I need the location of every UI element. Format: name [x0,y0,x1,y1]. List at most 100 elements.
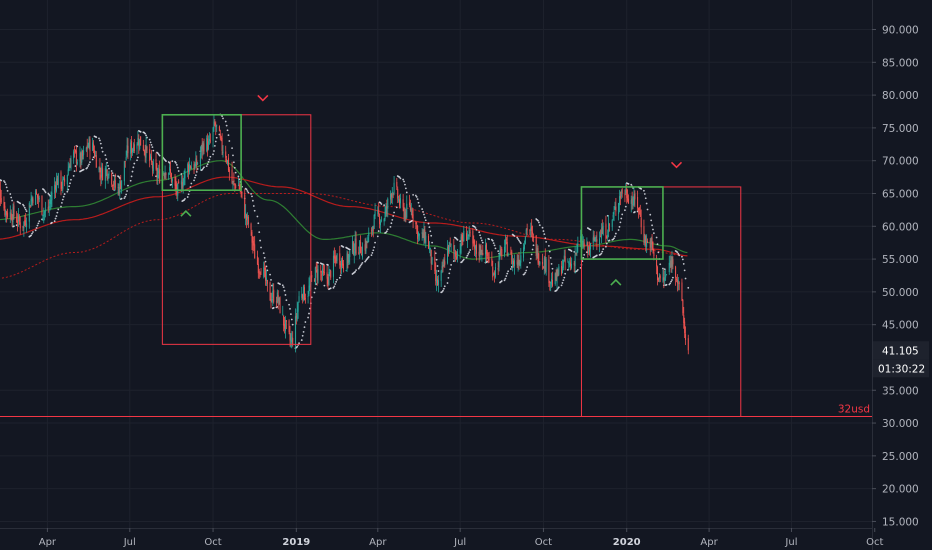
sar-dot [493,244,496,247]
candle-body [596,239,598,242]
candle-body [150,155,152,159]
sar-dot [332,286,335,289]
candle-body [159,169,161,183]
candle-body [425,235,427,244]
sar-dot [131,170,134,173]
sar-dot [423,216,426,219]
candle-body [557,269,559,277]
support-level[interactable]: 32usd [0,403,872,417]
sar-dot [669,282,672,285]
sar-dot [62,195,65,198]
sar-dot [380,203,383,205]
y-tick-label: 30.000 [882,418,919,430]
sar-dot [25,210,28,213]
candle-body [454,252,456,254]
candle-body [434,257,436,271]
candle-body [63,177,65,179]
sar-dot [222,117,224,120]
candle-body [181,182,183,189]
sar-dot [585,251,588,254]
sar-dot [187,193,190,196]
candle-body [402,199,404,208]
sar-dot [171,160,174,163]
sar-dot [655,236,658,239]
sar-dot [262,252,265,255]
candle-body [6,211,8,215]
green-range-box[interactable] [580,186,664,260]
candle-body [424,230,426,243]
candle-body [121,180,123,190]
sar-dot [175,162,177,164]
candle-body [244,194,246,218]
candle-body [523,247,525,258]
candle-body [393,182,395,194]
sar-dot [289,307,291,310]
sar-dot [361,261,364,264]
sar-dot [253,209,256,212]
candle-body [487,258,489,262]
candle-body [592,237,594,243]
sar-dot [518,239,520,242]
candle-body [251,232,253,243]
sar-dot [671,279,673,281]
candle-body [443,259,445,267]
sar-dot [221,115,224,117]
sar-dot [156,152,159,155]
candle-body [475,245,477,250]
candle-body [453,245,455,251]
candle-body [505,238,507,241]
sar-dot [442,287,445,290]
candle-body [208,141,210,150]
candle-body [447,245,449,253]
candle-body [494,267,496,278]
sar-dot [0,179,3,182]
candle-body [444,261,446,265]
candle-body [570,262,572,267]
candle-body [367,237,369,244]
candle-body [42,214,44,216]
sar-dot [41,218,43,221]
sar-dot [42,188,45,191]
sar-dot [468,251,471,254]
candle-body [461,235,463,242]
candle-body [482,252,484,256]
candle-body [105,168,107,171]
candle-body [437,280,439,285]
candle-body [633,193,635,205]
sar-dot [150,143,153,146]
sar-dot [247,191,250,194]
candle-body [93,144,95,151]
grid-lines [0,0,876,528]
sar-dot [507,270,510,273]
candle-body [24,219,26,223]
sar-dot [213,145,216,147]
green-range-box[interactable] [161,113,242,192]
candle-body [303,287,305,300]
candle-body [535,235,537,257]
sar-dot [449,268,452,271]
candle-body [49,201,51,204]
candle-body [189,166,191,169]
sar-dot [662,267,664,270]
candle-body [543,257,545,270]
sar-dot [139,130,142,133]
chevron-down-icon [670,161,683,169]
candle-body [36,192,38,194]
x-axis-panel[interactable] [0,528,872,550]
candle-body [79,153,81,162]
candle-body [108,171,110,176]
candle-body [171,179,173,182]
y-tick-label: 50.000 [882,287,919,299]
candle-body [212,127,214,141]
candle-body [518,259,520,265]
candle-body [532,236,534,238]
sar-dot [232,154,234,157]
candle-body [322,268,324,275]
sar-dot [250,192,252,195]
sar-dot [538,221,540,224]
candle-body [581,240,583,245]
y-axis-panel[interactable] [872,0,932,550]
